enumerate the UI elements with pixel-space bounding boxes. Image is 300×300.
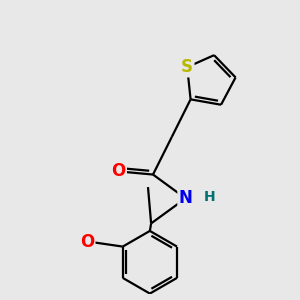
Text: O: O bbox=[80, 232, 94, 250]
Text: O: O bbox=[111, 162, 126, 180]
Text: N: N bbox=[178, 189, 193, 207]
Text: H: H bbox=[204, 190, 215, 204]
Text: S: S bbox=[181, 58, 193, 76]
